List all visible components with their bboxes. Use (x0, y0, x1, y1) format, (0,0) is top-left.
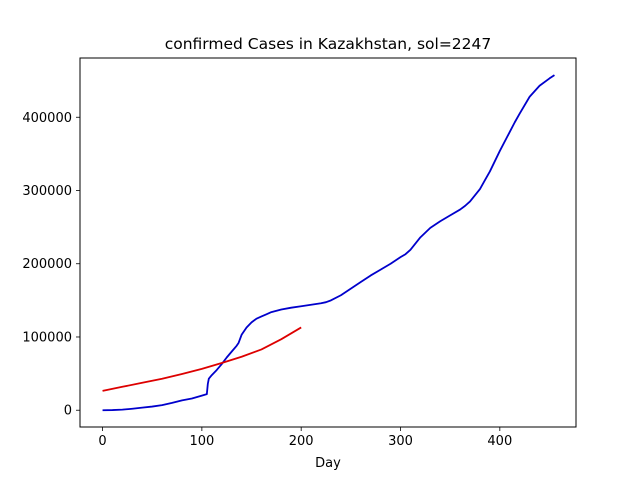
x-tick-label: 0 (98, 434, 106, 449)
y-tick-label: 400000 (22, 111, 72, 126)
y-tick-label: 200000 (22, 257, 72, 272)
x-tick-label: 200 (289, 434, 314, 449)
x-axis-label: Day (315, 456, 341, 471)
x-tick-label: 400 (487, 434, 512, 449)
x-tick-label: 100 (189, 434, 214, 449)
y-tick-label: 0 (64, 404, 72, 419)
x-axis-ticks: 0 100 200 300 400 (98, 427, 512, 449)
x-tick-label: 300 (388, 434, 413, 449)
y-axis-ticks: 0 100000 200000 300000 400000 (22, 111, 80, 419)
series-layer (102, 74, 555, 412)
series-line-1 (102, 74, 555, 412)
chart-title: confirmed Cases in Kazakhstan, sol=2247 (165, 35, 492, 53)
series-line-2 (102, 326, 302, 392)
y-tick-label: 100000 (22, 330, 72, 345)
plot-frame (79, 57, 577, 428)
y-tick-label: 300000 (22, 184, 72, 199)
